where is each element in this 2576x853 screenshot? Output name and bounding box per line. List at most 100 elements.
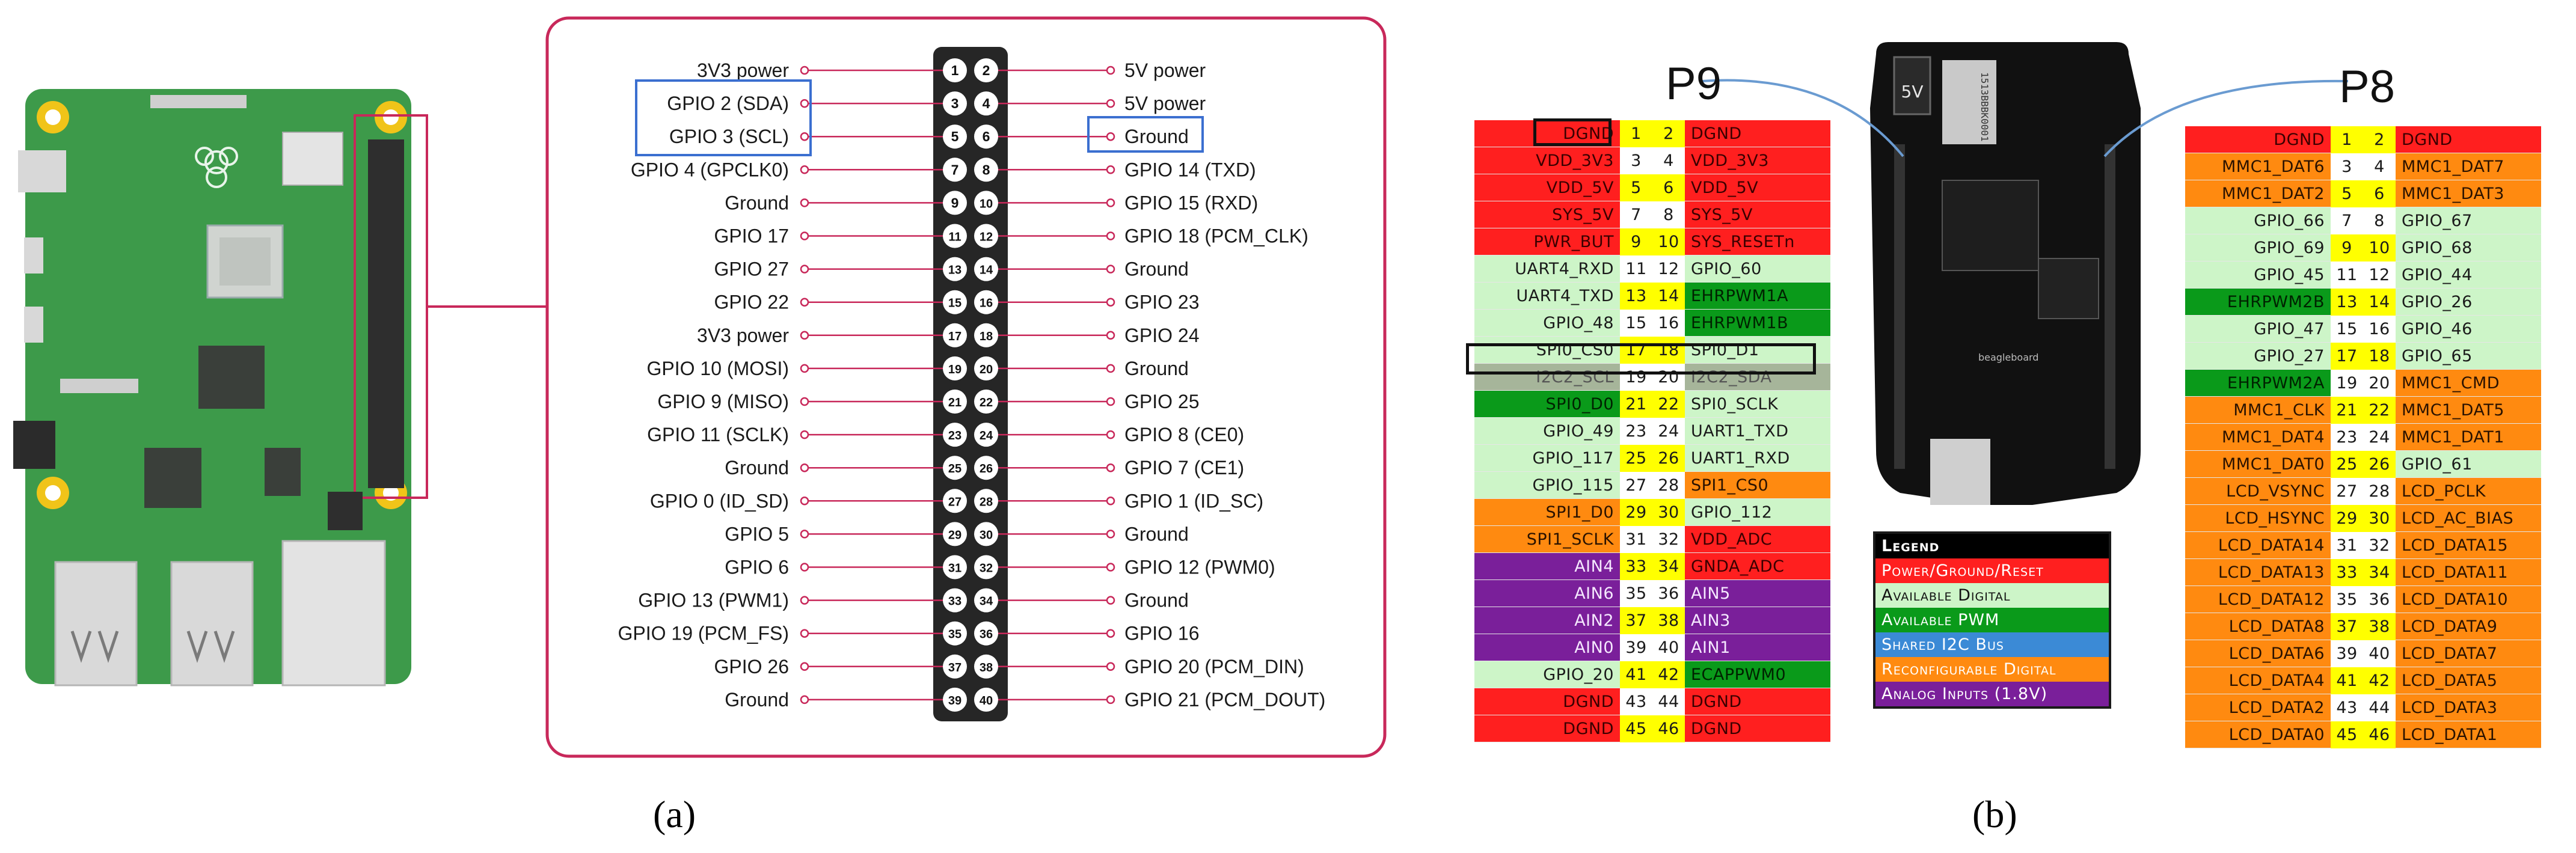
pin-marker <box>800 695 809 705</box>
pin-marker <box>800 231 809 240</box>
pin-number-right: 22 <box>2363 396 2396 424</box>
pin-function-right: GPIO 24 <box>1124 325 1200 346</box>
pin-number: 23 <box>948 429 961 442</box>
pin-name-left: DGND <box>1474 688 1620 715</box>
pin-number-left: 15 <box>1625 313 1647 332</box>
pin-marker <box>800 397 809 406</box>
pin-marker <box>800 596 809 605</box>
pin-name-right: SPI0_SCLK <box>1685 390 1830 418</box>
pin-row: GPIO_69 9 10 GPIO_68 <box>2185 234 2541 261</box>
pin-number-left: 11 <box>1625 259 1647 278</box>
pin-function-left: 3V3 power <box>697 60 789 81</box>
pin-row: SYS_5V 7 8 SYS_5V <box>1474 201 1830 228</box>
pin-number: 7 <box>951 162 959 177</box>
pin-name-right: GNDA_ADC <box>1685 552 1830 580</box>
legend-item: Available Digital <box>1875 583 2109 608</box>
pin-number-left: 7 <box>1631 205 1642 224</box>
pin-number-left: 43 <box>1625 692 1647 711</box>
pin-marker <box>800 331 809 340</box>
pin-row: GPIO_47 15 16 GPIO_46 <box>2185 315 2541 343</box>
pin-number-right: 12 <box>2369 265 2390 284</box>
ethernet-port <box>281 540 386 686</box>
pin-row: LCD_DATA8 37 38 LCD_DATA9 <box>2185 613 2541 640</box>
pin-number-badge <box>974 157 998 182</box>
pin-name-right: GPIO_112 <box>1685 498 1830 526</box>
pin-row: LCD_DATA4 41 42 LCD_DATA5 <box>2185 667 2541 694</box>
pin-number-left: 15 <box>2336 319 2358 338</box>
pin-number: 21 <box>948 396 961 409</box>
pin-row: MMC1_DAT0 25 26 GPIO_61 <box>2185 450 2541 478</box>
pin-function-right: GPIO 1 (ID_SC) <box>1124 490 1263 512</box>
pin-name-right: GPIO_60 <box>1685 255 1830 283</box>
pin-number-right: 20 <box>2369 373 2390 393</box>
pin-name-right: LCD_DATA7 <box>2396 640 2541 667</box>
pin-name-left: GPIO_47 <box>2185 315 2331 343</box>
pin-name-left: GPIO_49 <box>1474 417 1620 445</box>
pin-row: EHRPWM2B 13 14 GPIO_26 <box>2185 288 2541 316</box>
pin-name-left: DGND <box>1474 120 1620 147</box>
pin-number-right: 32 <box>1658 530 1679 549</box>
pin-number-right: 26 <box>1652 444 1685 472</box>
pin-number-badge <box>943 489 967 513</box>
pin-function-left: GPIO 2 (SDA) <box>667 93 789 114</box>
pin-name-right: DGND <box>1685 715 1830 742</box>
pin-number: 9 <box>951 195 959 210</box>
pin-marker <box>800 132 809 141</box>
pin-row: LCD_DATA12 35 36 LCD_DATA10 <box>2185 585 2541 613</box>
pin-row: LCD_DATA0 45 46 LCD_DATA1 <box>2185 721 2541 748</box>
pin-number: 34 <box>980 595 993 608</box>
pin-number: 24 <box>980 429 993 442</box>
pin-function-right: GPIO 20 (PCM_DIN) <box>1124 656 1304 677</box>
pin-number-right: 14 <box>1652 282 1685 310</box>
pin-function-right: GPIO 25 <box>1124 391 1200 412</box>
pin-number-badge <box>943 58 967 82</box>
pin-marker <box>1106 463 1115 472</box>
pin-name-right: UART1_RXD <box>1685 444 1830 472</box>
legend-item: Available PWM <box>1875 608 2109 632</box>
pin-marker <box>1106 364 1115 373</box>
pin-name-left: LCD_VSYNC <box>2185 477 2331 505</box>
pin-number-right: 46 <box>2363 721 2396 748</box>
pin-number-left: 37 <box>2331 613 2363 640</box>
pin-number-left: 3 <box>1631 151 1642 170</box>
pin-number-right: 34 <box>1652 552 1685 580</box>
pin-row: VDD_3V3 3 4 VDD_3V3 <box>1474 147 1830 174</box>
pin-number-left: 17 <box>2331 342 2363 370</box>
pin-number-right: 6 <box>2363 180 2396 207</box>
pin-number-badge <box>974 58 998 82</box>
pin-number-badge <box>974 588 998 613</box>
pin-name-right: MMC1_DAT5 <box>2396 396 2541 424</box>
pin-number-right: 28 <box>1658 475 1679 495</box>
raspberry-pi-board <box>13 89 428 686</box>
pin-marker <box>1106 563 1115 572</box>
pin-row: GPIO_48 15 16 EHRPWM1B <box>1474 309 1830 337</box>
pin-row: SPI1_D0 29 30 GPIO_112 <box>1474 498 1830 526</box>
pin-row: LCD_DATA13 33 34 LCD_DATA11 <box>2185 558 2541 586</box>
pin-number-left: 1 <box>2331 126 2363 153</box>
pin-number-badge <box>943 124 967 149</box>
pin-number-left: 31 <box>2336 536 2358 555</box>
pin-number: 37 <box>948 661 961 674</box>
p8-pin-table: DGND 1 2 DGND MMC1_DAT6 3 4 MMC1_DAT7 MMC1_DAT2 5… <box>2185 126 2541 748</box>
pin-number-right: 24 <box>1658 421 1679 441</box>
pin-row: MMC1_DAT6 3 4 MMC1_DAT7 <box>2185 153 2541 180</box>
pin-name-right: SPI1_CS0 <box>1685 471 1830 499</box>
ground-pin-highlight <box>1087 116 1204 153</box>
pin-number: 27 <box>948 495 961 509</box>
pin-name-right: GPIO_46 <box>2396 315 2541 343</box>
pin-marker <box>800 198 809 207</box>
usb-port <box>170 561 254 686</box>
p9-label: P9 <box>1666 58 1722 109</box>
pin-name-right: VDD_3V3 <box>1685 147 1830 174</box>
pin-marker <box>800 165 809 174</box>
p9-pin-table: DGND 1 2 DGND VDD_3V3 3 4 VDD_3V3 VDD_5V 5 6 VDD_5V… <box>1474 120 1830 742</box>
pin-number-badge <box>943 423 967 447</box>
pin-number-left: 23 <box>2336 427 2358 447</box>
pin-function-left: GPIO 13 (PWM1) <box>638 590 789 611</box>
i2c-pins-highlight <box>635 79 812 156</box>
pin-name-right: LCD_DATA11 <box>2396 558 2541 586</box>
pin-number-badge <box>974 390 998 414</box>
pin-marker <box>1106 397 1115 406</box>
pin-name-right: LCD_DATA1 <box>2396 721 2541 748</box>
pin-number-left: 25 <box>2331 450 2363 478</box>
